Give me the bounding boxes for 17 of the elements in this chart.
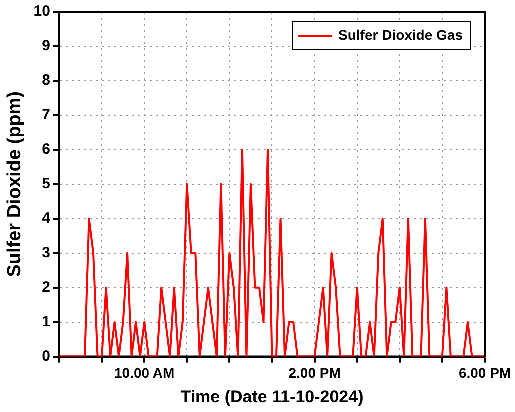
y-tick-label: 6 xyxy=(42,141,50,158)
y-tick-label: 8 xyxy=(42,72,50,90)
y-axis-title: Sulfer Dioxide (ppm) xyxy=(4,92,26,278)
x-axis-title: Time (Date 11-10-2024) xyxy=(180,387,364,406)
x-tick-label: 6.00 PM xyxy=(458,365,512,382)
y-tick-label: 0 xyxy=(42,348,50,365)
y-tick-label: 1 xyxy=(42,313,50,330)
y-tick-label: 4 xyxy=(42,210,52,228)
y-tick-label: 5 xyxy=(42,176,50,193)
x-tick-label: 2.00 PM xyxy=(288,365,341,382)
y-tick-label: 2 xyxy=(42,278,50,296)
x-tick-label: 10.00 AM xyxy=(114,365,175,382)
y-tick-label: 3 xyxy=(42,244,50,262)
legend-label: Sulfer Dioxide Gas xyxy=(338,26,464,43)
y-tick-label: 7 xyxy=(42,106,50,124)
y-tick-label: 10 xyxy=(34,3,50,20)
y-tick-label: 9 xyxy=(42,38,50,55)
